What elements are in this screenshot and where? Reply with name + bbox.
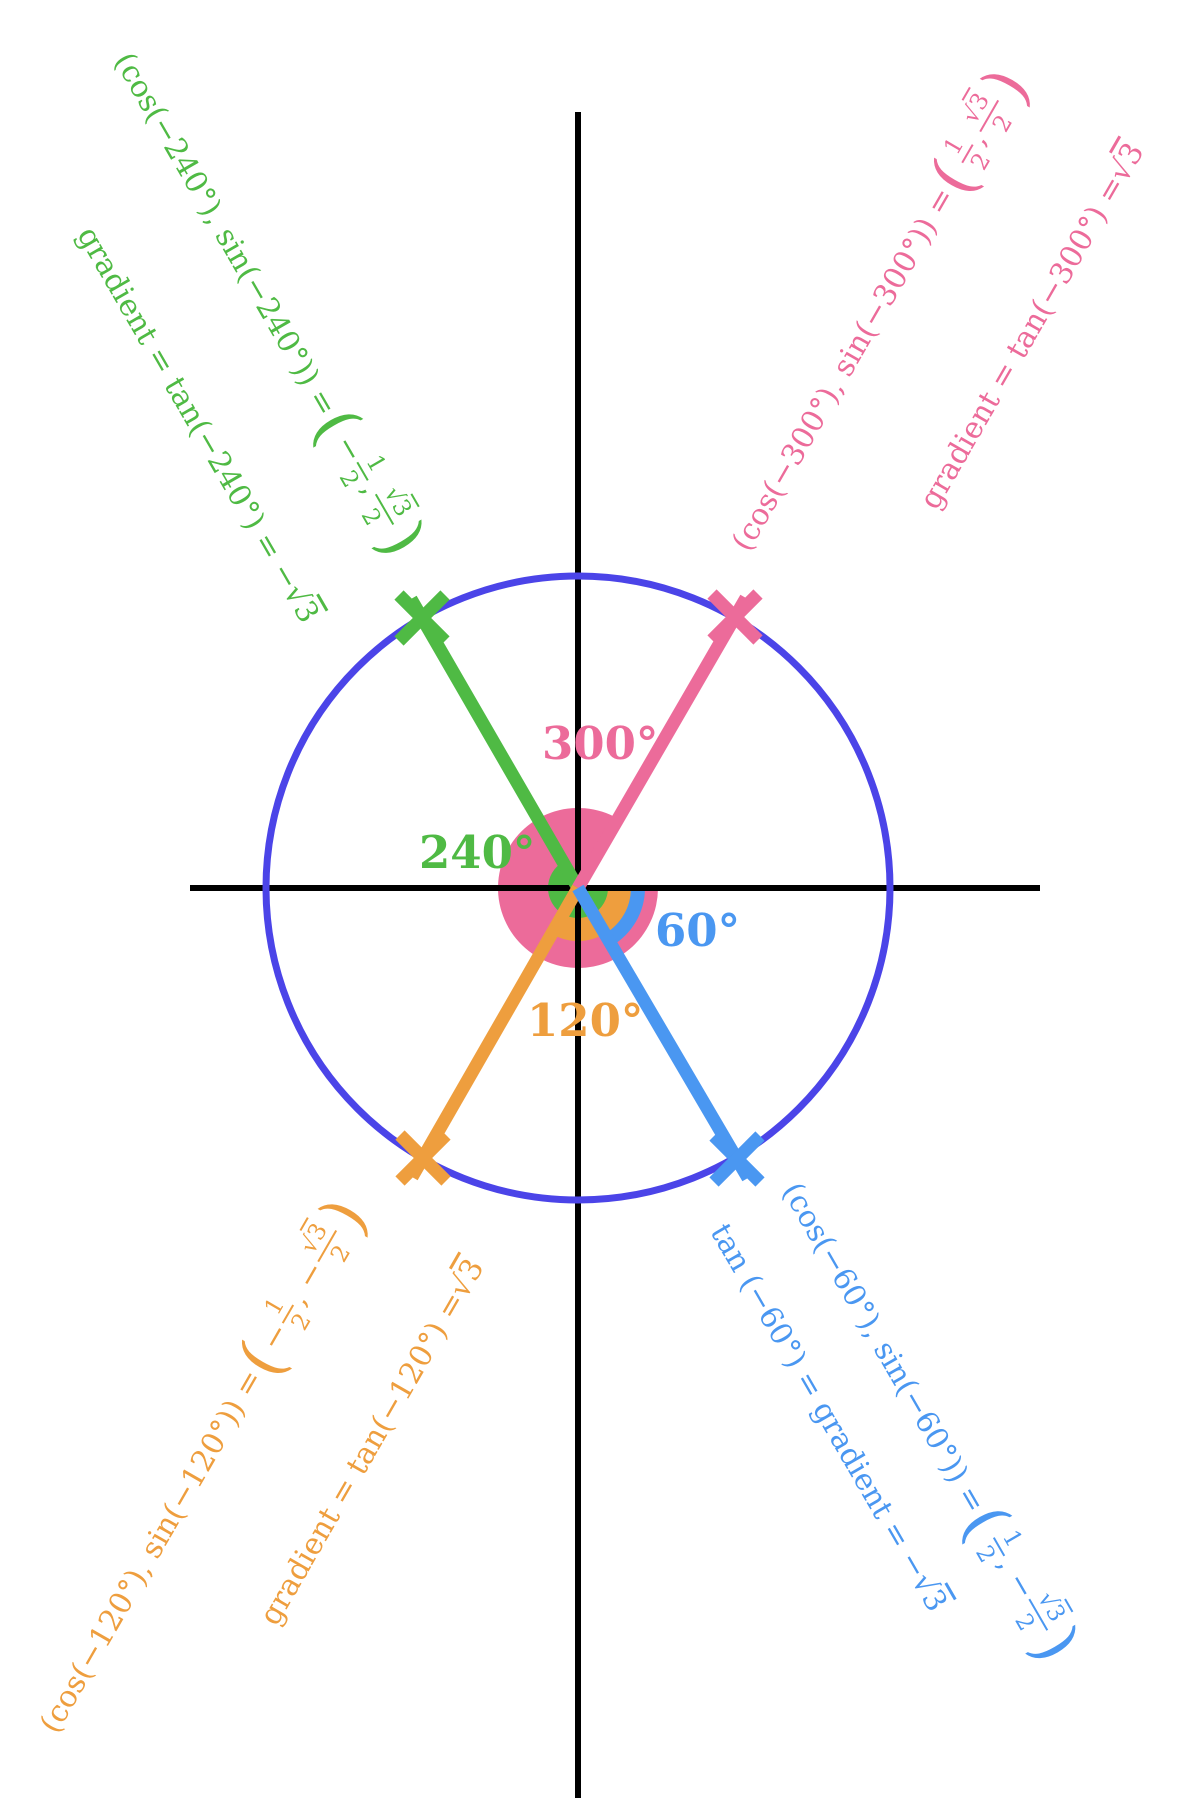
denominator: 2	[986, 110, 1019, 137]
x-mark-300deg	[707, 589, 763, 645]
x-mark-120deg	[395, 1130, 451, 1186]
ray-240deg	[405, 595, 584, 892]
angle-label-120: 120°	[527, 994, 644, 1047]
angle-label-300: 300°	[542, 717, 659, 770]
ray-300deg	[572, 594, 752, 892]
x-mark-60deg	[709, 1131, 765, 1187]
unit-circle	[262, 572, 894, 1204]
denominator: 2	[324, 1240, 357, 1268]
angle-label-60: 60°	[655, 904, 741, 957]
x-mark-240deg	[394, 590, 450, 646]
ray-60deg	[572, 884, 754, 1182]
angle-label-240: 240°	[419, 826, 536, 879]
ray-120deg	[406, 884, 584, 1181]
